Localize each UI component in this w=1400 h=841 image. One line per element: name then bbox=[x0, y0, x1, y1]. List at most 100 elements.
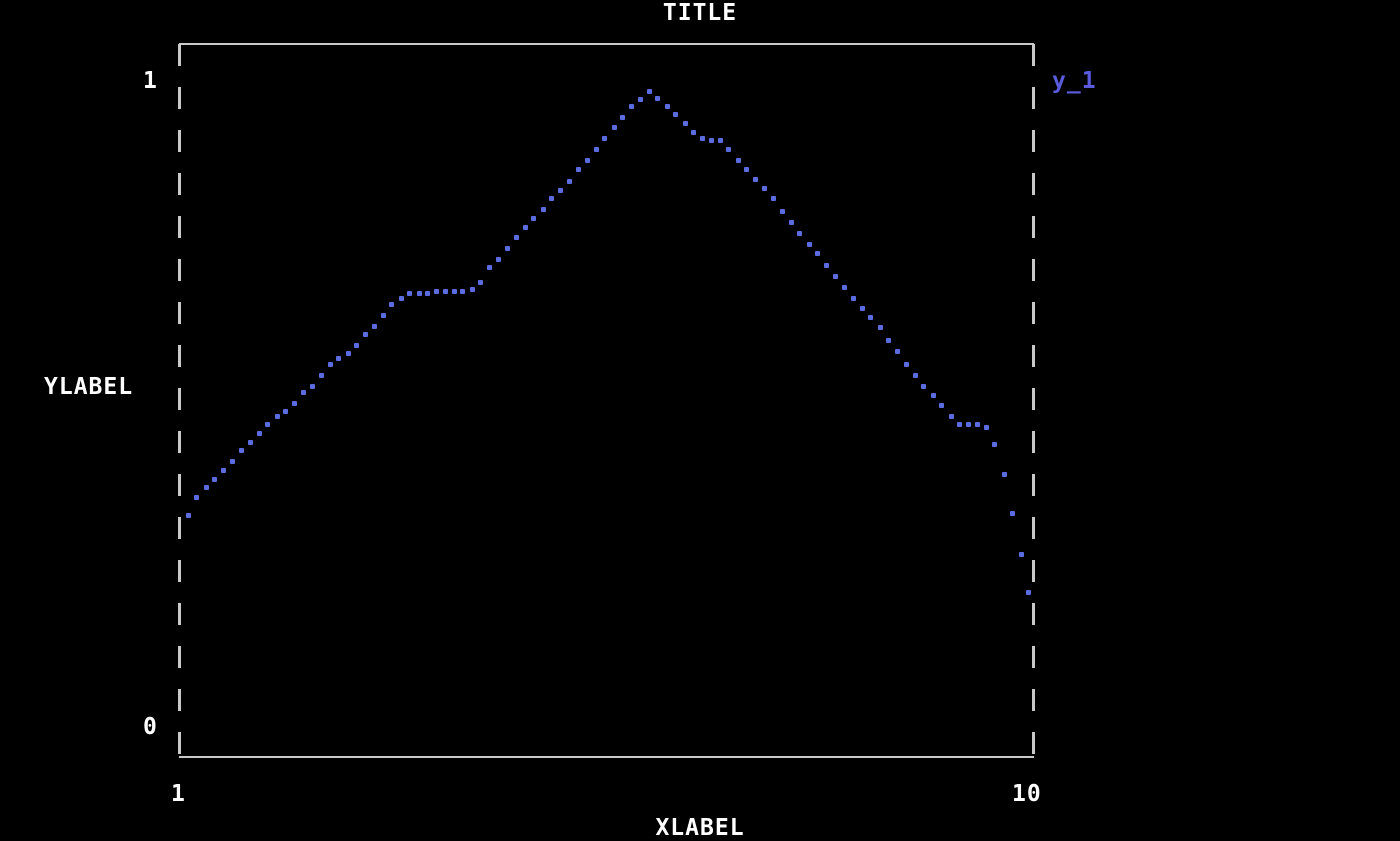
data-point bbox=[274, 413, 280, 419]
data-point bbox=[735, 157, 741, 163]
data-point bbox=[416, 291, 422, 297]
data-point bbox=[345, 351, 351, 357]
data-point bbox=[371, 323, 377, 329]
data-point bbox=[300, 390, 306, 396]
data-point bbox=[354, 342, 359, 348]
data-point bbox=[327, 362, 333, 368]
chart-title: TITLE bbox=[662, 0, 738, 26]
data-point bbox=[558, 187, 564, 193]
data-point bbox=[203, 485, 209, 491]
data-point bbox=[1026, 590, 1031, 596]
data-point bbox=[868, 315, 874, 321]
data-point bbox=[310, 383, 316, 389]
data-point bbox=[584, 157, 590, 163]
data-point bbox=[726, 147, 732, 153]
x-axis-label: XLABEL bbox=[655, 815, 745, 841]
plot-frame-bottom bbox=[179, 756, 1034, 758]
data-point bbox=[469, 286, 475, 292]
data-point bbox=[655, 95, 661, 101]
data-point bbox=[407, 291, 413, 297]
legend-entry-y1: y_1 bbox=[1052, 68, 1097, 94]
data-point bbox=[637, 97, 643, 103]
data-point bbox=[974, 422, 980, 428]
data-point bbox=[992, 441, 998, 447]
data-point bbox=[788, 220, 794, 226]
data-point bbox=[229, 459, 235, 465]
data-point bbox=[265, 422, 271, 428]
data-point bbox=[708, 138, 714, 144]
data-point bbox=[779, 209, 785, 215]
data-point bbox=[664, 103, 670, 109]
data-point bbox=[984, 424, 989, 430]
data-point bbox=[966, 422, 972, 428]
data-point bbox=[824, 263, 830, 269]
data-point bbox=[903, 362, 909, 368]
data-point bbox=[859, 306, 865, 312]
data-point bbox=[602, 136, 608, 142]
data-point bbox=[771, 196, 777, 202]
data-point bbox=[513, 235, 519, 241]
data-point bbox=[1001, 472, 1007, 478]
data-point bbox=[620, 114, 625, 120]
data-point bbox=[194, 495, 200, 501]
data-point bbox=[566, 179, 572, 185]
data-point bbox=[256, 431, 262, 437]
data-point bbox=[389, 302, 395, 308]
data-point bbox=[292, 401, 298, 407]
data-point bbox=[842, 284, 848, 290]
data-point bbox=[549, 196, 555, 202]
data-point bbox=[424, 291, 430, 297]
data-point bbox=[690, 129, 696, 135]
data-point bbox=[318, 373, 324, 379]
data-point bbox=[283, 409, 289, 415]
y-axis-right-dashed bbox=[1032, 44, 1035, 757]
data-point bbox=[815, 250, 821, 256]
y-axis-left-dashed bbox=[178, 44, 181, 757]
data-point bbox=[221, 467, 227, 473]
data-point bbox=[239, 448, 245, 454]
data-point bbox=[1010, 510, 1016, 516]
data-point bbox=[948, 413, 954, 419]
data-point bbox=[398, 295, 404, 301]
data-point bbox=[921, 383, 927, 389]
data-point bbox=[505, 246, 511, 252]
data-point bbox=[850, 295, 856, 301]
data-point bbox=[593, 147, 599, 153]
data-point bbox=[682, 121, 688, 127]
data-point bbox=[806, 241, 812, 247]
x-axis-tick-max: 10 bbox=[1012, 781, 1042, 807]
data-point bbox=[761, 185, 767, 191]
data-point bbox=[877, 325, 883, 331]
data-point bbox=[744, 166, 750, 172]
y-axis-tick-min: 0 bbox=[143, 714, 158, 740]
data-point bbox=[522, 224, 528, 230]
data-point bbox=[247, 439, 253, 445]
plot-frame-top bbox=[179, 43, 1034, 45]
data-point bbox=[487, 265, 493, 271]
data-point bbox=[832, 273, 838, 279]
data-point bbox=[381, 312, 387, 318]
data-point bbox=[452, 289, 457, 295]
data-point bbox=[576, 166, 582, 172]
data-point bbox=[930, 392, 936, 398]
data-point bbox=[797, 231, 803, 237]
data-point bbox=[913, 373, 919, 379]
data-point bbox=[478, 280, 484, 286]
data-point bbox=[629, 103, 635, 109]
data-point bbox=[718, 138, 723, 144]
data-point bbox=[611, 125, 617, 131]
y-axis-label: YLABEL bbox=[44, 374, 134, 400]
y-axis-tick-max: 1 bbox=[143, 68, 158, 94]
data-point bbox=[673, 112, 679, 118]
data-point bbox=[895, 349, 901, 355]
data-point bbox=[336, 355, 342, 361]
data-point bbox=[363, 331, 369, 337]
data-point bbox=[540, 207, 546, 213]
data-point bbox=[886, 338, 891, 344]
data-point bbox=[460, 289, 466, 295]
data-point bbox=[1019, 551, 1025, 557]
data-point bbox=[186, 512, 191, 518]
data-point bbox=[700, 136, 706, 142]
